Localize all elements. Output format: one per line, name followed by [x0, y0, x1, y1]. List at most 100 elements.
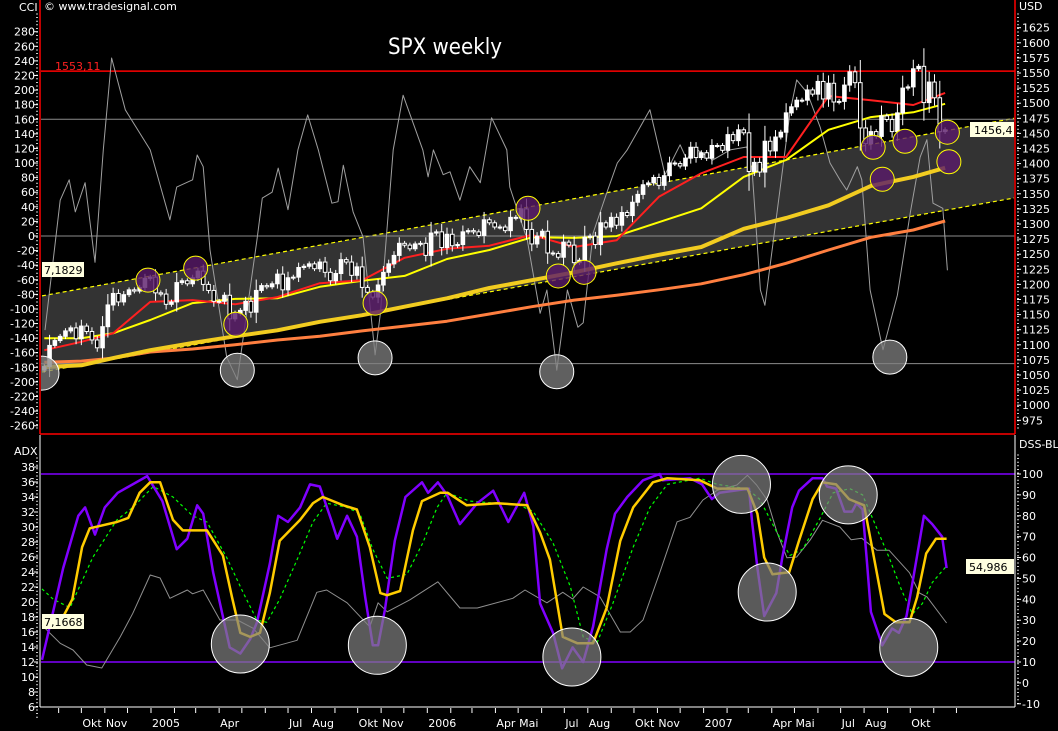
cci-axis-tick-label: -180	[10, 361, 35, 374]
cci-marker-text: 7,1829	[44, 264, 83, 277]
dss-marker: 54,986	[966, 559, 1014, 574]
adx-axis-tick-label: 34	[21, 491, 35, 504]
candle-body	[932, 81, 937, 99]
usd-axis-tick-label: 1425	[1022, 143, 1050, 156]
candle-body	[449, 233, 455, 247]
candle-body	[699, 152, 704, 159]
candle-body	[683, 157, 688, 167]
candle-body	[349, 261, 354, 276]
candle-body	[587, 235, 593, 238]
dss-axis-tick-label: 100	[1022, 468, 1043, 481]
adx-axis-tick-label: 16	[21, 626, 35, 639]
cci-axis-tick-label: -240	[10, 405, 35, 418]
resistance-label: 1553,11	[55, 60, 101, 73]
cci-axis-tick-label: 120	[14, 142, 35, 155]
price-marker: 1456,4	[970, 122, 1014, 137]
adx-axis-tick-label: 10	[21, 671, 35, 684]
candle-body	[402, 242, 407, 246]
cci-extreme-circle	[357, 340, 393, 376]
cci-axis-tick-label: -220	[10, 391, 35, 404]
candle-body	[158, 292, 164, 295]
usd-axis-tick-label: 1550	[1022, 67, 1050, 80]
candle-body	[412, 243, 418, 250]
cci-axis-tick-label: -260	[10, 420, 35, 433]
cci-axis-tick-label: 100	[14, 157, 35, 170]
cci-axis-tick-label: 80	[21, 172, 35, 185]
candle-body	[619, 212, 625, 226]
candle-body	[550, 252, 556, 255]
usd-axis-tick-label: 1075	[1022, 354, 1050, 367]
candle-body	[831, 82, 837, 103]
cci-axis-tick-label: 180	[14, 99, 35, 112]
x-axis-tick-label: Mai	[519, 717, 538, 730]
candle-body	[386, 263, 391, 273]
candle-body	[752, 161, 757, 172]
candle-body	[381, 271, 386, 286]
usd-axis-tick-label: 1475	[1022, 112, 1050, 125]
candle-body	[89, 331, 95, 341]
usd-axis-tick-label: 1325	[1022, 203, 1050, 216]
candle-body	[481, 219, 487, 236]
candle-body	[306, 263, 312, 267]
x-axis-tick-label: Okt	[635, 717, 655, 730]
cci-axis-tick-label: -40	[17, 259, 35, 272]
candle-body	[847, 71, 853, 86]
candle-body	[179, 280, 185, 284]
candle-body	[57, 335, 63, 342]
candle-body	[889, 119, 895, 133]
candle-body	[312, 263, 317, 270]
adx-axis-tick-label: 8	[28, 686, 35, 699]
chart-title: SPX weekly	[388, 35, 502, 60]
candle-body	[582, 236, 588, 261]
candle-body	[661, 175, 667, 186]
candle-body	[476, 231, 482, 236]
candle-body	[52, 340, 58, 346]
candle-body	[884, 115, 890, 121]
candle-body	[561, 241, 566, 258]
candle-body	[354, 266, 360, 276]
candle-body	[640, 184, 646, 195]
x-axis-tick-label: 2007	[705, 717, 733, 730]
signal-marker-circle	[223, 311, 249, 337]
candle-body	[799, 99, 805, 102]
candle-body	[174, 282, 180, 303]
candle-body	[455, 244, 460, 247]
adx-axis-tick-label: 24	[21, 566, 35, 579]
usd-axis-tick-label: 1000	[1022, 399, 1050, 412]
x-axis-tick-label: Aug	[589, 717, 610, 730]
candle-body	[513, 216, 519, 219]
copyright-text: © www.tradesignal.com	[44, 0, 177, 13]
x-axis-tick-label: Apr	[220, 717, 240, 730]
candle-body	[842, 84, 847, 102]
cci-axis-tick-label: 200	[14, 84, 35, 97]
dss-axis-tick-label: 0	[1022, 677, 1029, 690]
dss-axis-tick-label: 80	[1022, 510, 1036, 523]
adx-axis-tick-label: 18	[21, 611, 35, 624]
cci-axis-tick-label: 280	[14, 26, 35, 39]
x-axis-tick-label: 2005	[152, 717, 180, 730]
adx-axis-tick-label: 22	[21, 581, 35, 594]
cci-axis-tick-label: -80	[17, 288, 35, 301]
candle-body	[783, 112, 789, 133]
candle-body	[805, 89, 810, 101]
candle-body	[820, 80, 826, 100]
adx-axis-tick-label: 12	[21, 656, 35, 669]
x-axis-tick-label: Okt	[359, 717, 379, 730]
candle-body	[534, 235, 540, 245]
candle-body	[359, 266, 365, 288]
long-ma-line	[44, 165, 946, 370]
cci-axis-tick-label: 260	[14, 40, 35, 53]
signal-marker-circle	[869, 166, 895, 192]
usd-axis-tick-label: 1225	[1022, 263, 1050, 276]
dss-extreme-circle	[347, 615, 407, 675]
usd-axis-label: USD	[1019, 0, 1043, 13]
candle-body	[344, 259, 349, 263]
signal-marker-circle	[936, 149, 962, 175]
candle-body	[693, 146, 699, 159]
candle-body	[222, 294, 227, 302]
candle-body	[789, 106, 794, 114]
adx-axis-tick-label: 28	[21, 536, 35, 549]
dss-axis-tick-label: 10	[1022, 656, 1036, 669]
cci-extreme-circle	[539, 354, 575, 390]
x-axis-tick-label: Mai	[795, 717, 814, 730]
